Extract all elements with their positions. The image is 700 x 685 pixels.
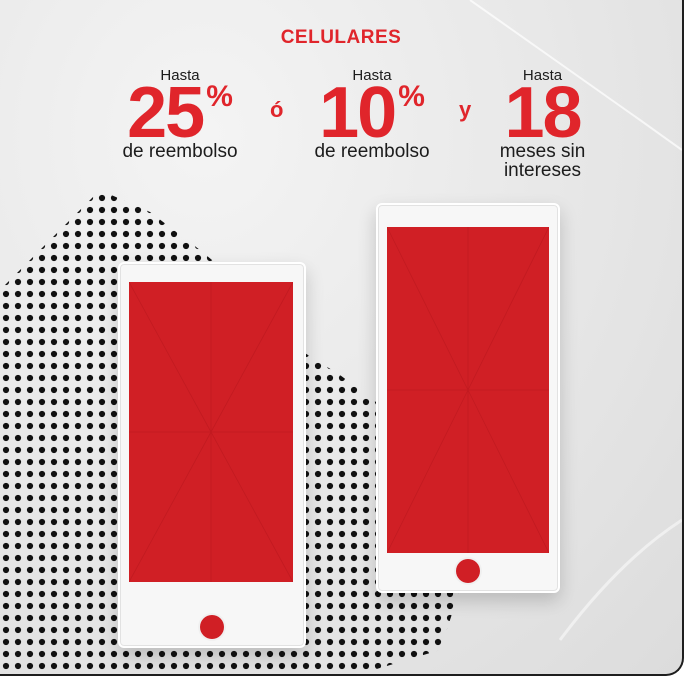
phone-right: [376, 203, 560, 593]
promo-banner: CELULARES Hasta 25% de reembolso ó Hasta…: [0, 0, 684, 676]
connector-and: y: [459, 97, 472, 122]
home-button-icon: [200, 615, 224, 639]
section-title: CELULARES: [280, 27, 402, 48]
offer-cashback-25: Hasta 25% de reembolso: [100, 67, 260, 161]
offer-value: 10: [319, 73, 397, 153]
offer-prefix: Hasta: [352, 67, 392, 84]
offer-prefix: Hasta: [522, 67, 563, 84]
phone-screen: [387, 227, 549, 553]
home-button-icon: [456, 559, 480, 583]
connector-or: ó: [270, 97, 284, 122]
phone-screen: [129, 282, 293, 582]
offer-suffix: de reembolso: [314, 141, 430, 162]
phone-left: [118, 262, 306, 648]
offer-value: 25: [127, 73, 205, 153]
offer-unit: %: [398, 80, 425, 113]
offer-unit: %: [206, 80, 233, 113]
offer-suffix-line2: intereses: [503, 160, 582, 181]
offer-suffix: de reembolso: [122, 141, 238, 162]
offer-cashback-10: Hasta 10% de reembolso: [292, 67, 452, 161]
offer-value: 18: [504, 73, 582, 153]
offer-months-interest-free: Hasta 18 meses sin intereses: [475, 67, 610, 180]
offer-prefix: Hasta: [160, 67, 200, 84]
offer-suffix-line1: meses sin: [499, 141, 586, 162]
